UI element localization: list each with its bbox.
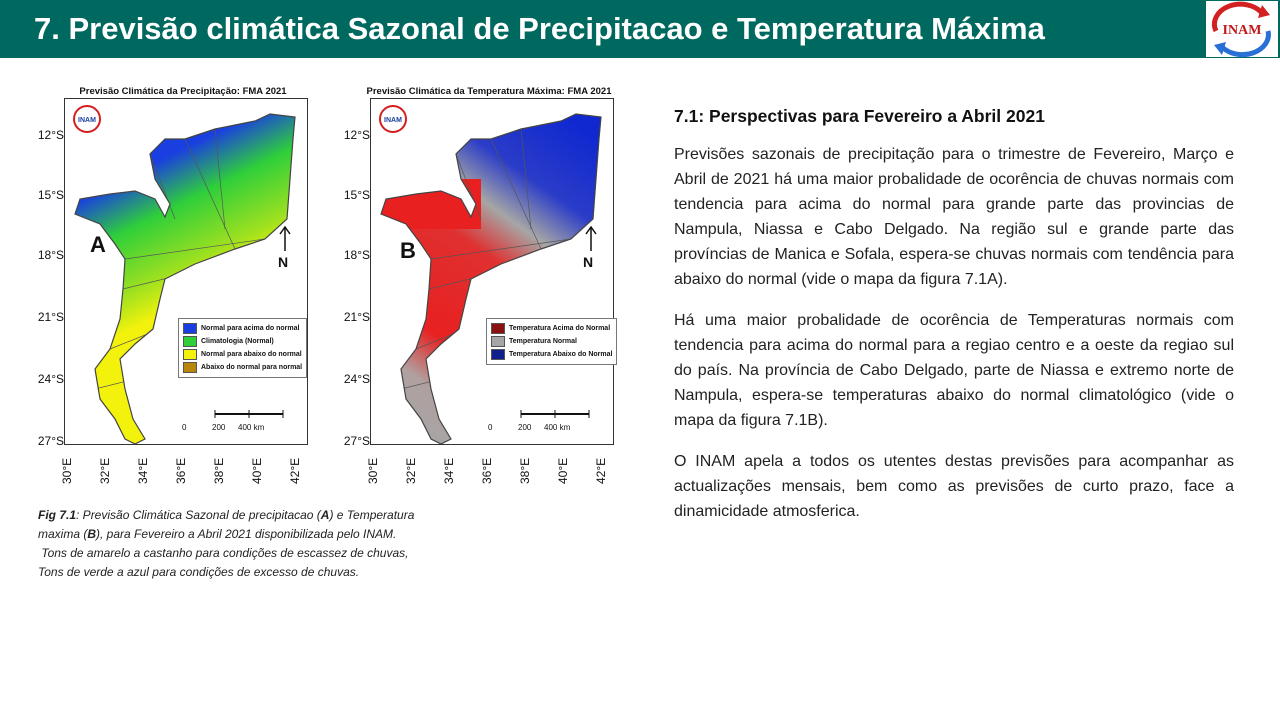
legend-label: Temperatura Acima do Normal [509,325,611,332]
legend-swatch [183,349,197,360]
legend-entry: Abaixo do normal para normal [183,361,302,374]
lat-label: 24°S [37,372,64,386]
caption-text: ) e Temperatura [329,508,415,522]
lat-label: 15°S [343,188,370,202]
lon-label: 42°E [288,457,302,484]
scale-label: 0 [182,423,187,432]
map-b-letter: B [400,238,416,263]
lat-label: 21°S [37,310,64,324]
map-b-svg: INAM [379,105,602,444]
legend-entry: Normal para abaixo do normal [183,348,302,361]
map-a-title: Previsão Climática da Precipitação: FMA … [79,86,287,97]
lat-label: 12°S [343,128,370,142]
caption-text: Tons de amarelo a castanho para condiçõe… [41,546,409,560]
page-title: 7. Previsão climática Sazonal de Precipi… [34,11,1045,46]
lon-label: 32°E [98,457,112,484]
lon-label: 38°E [212,457,226,484]
lon-label: 30°E [366,457,380,484]
legend-label: Temperatura Normal [509,338,577,345]
map-a-frame: INAM [64,98,308,445]
inam-logo-icon: INAM [1211,1,1271,58]
lon-label: 38°E [518,457,532,484]
map-a-legend: Normal para acima do normal Climatologia… [178,318,308,378]
caption-label: Fig 7.1 [38,508,77,522]
caption-text: : Previsão Climática Sazonal de precipit… [76,508,321,522]
legend-label: Normal para abaixo do normal [201,351,302,358]
scale-label: 0 [488,423,493,432]
lat-label: 24°S [343,372,370,386]
lon-label: 32°E [404,457,418,484]
legend-swatch [491,336,505,347]
caption-bold: B [87,527,97,541]
section-text: 7.1: Perspectivas para Fevereiro a Abril… [674,102,1234,540]
lat-label: 21°S [343,310,370,324]
paragraph-temperature: Há uma maior probalidade de ocorência de… [674,312,1234,429]
map-b-panel: Previsão Climática da Temperatura Máxima… [334,84,644,484]
legend-label: Normal para acima do normal [201,325,300,332]
legend-label: Climatologia (Normal) [201,338,274,345]
logo-text: INAM [1223,23,1262,38]
map-a-logo-text: INAM [78,117,96,124]
legend-swatch [491,323,505,334]
lon-label: 36°E [174,457,188,484]
map-b-logo-text: INAM [384,117,402,124]
legend-entry: Temperatura Abaixo do Normal [491,348,612,361]
figure-caption: Fig 7.1: Previsão Climática Sazonal de p… [38,506,498,582]
caption-line: maxima (B), para Fevereiro a Abril 2021 … [38,525,498,544]
lon-label: 30°E [60,457,74,484]
legend-label: Temperatura Abaixo do Normal [509,351,613,358]
caption-line: Tons de amarelo a castanho para condiçõe… [38,544,498,563]
legend-swatch [183,362,197,373]
map-a-letter: A [90,232,106,257]
caption-text: maxima ( [38,527,88,541]
lon-label: 42°E [594,457,608,484]
paragraph-appeal: O INAM apela a todos os utentes destas p… [674,453,1234,520]
lon-label: 40°E [556,457,570,484]
caption-bold: A [320,508,330,522]
lat-label: 27°S [37,434,64,448]
inam-logo: INAM [1206,1,1278,58]
caption-line: Fig 7.1: Previsão Climática Sazonal de p… [38,506,498,525]
paragraph-precipitation: Previsões sazonais de precipitação para … [674,146,1234,288]
legend-swatch [491,349,505,360]
legend-entry: Normal para acima do normal [183,322,302,335]
lat-label: 12°S [37,128,64,142]
lon-label: 34°E [136,457,150,484]
lat-label: 18°S [343,248,370,262]
scale-label: 400 km [238,423,265,432]
map-a-panel: Previsão Climática da Precipitação: FMA … [28,84,338,484]
legend-entry: Climatologia (Normal) [183,335,302,348]
legend-label: Abaixo do normal para normal [201,364,303,371]
section-heading: 7.1: Perspectivas para Fevereiro a Abril… [674,106,1045,126]
legend-swatch [183,323,197,334]
lon-label: 36°E [480,457,494,484]
legend-entry: Temperatura Normal [491,335,612,348]
lon-label: 34°E [442,457,456,484]
legend-entry: Temperatura Acima do Normal [491,322,612,335]
legend-swatch [183,336,197,347]
map-b-legend: Temperatura Acima do Normal Temperatura … [486,318,618,365]
caption-text: ), para Fevereiro a Abril 2021 disponibi… [96,527,397,541]
lat-label: 27°S [343,434,370,448]
map-a-inam-logo: INAM [73,105,101,133]
map-b-frame: INAM [370,98,614,445]
lat-label: 18°S [37,248,64,262]
scale-label: 200 [518,423,532,432]
map-a-svg: INAM [73,105,296,444]
map-b-inam-logo: INAM [379,105,407,133]
scale-label: 200 [212,423,226,432]
scale-label: 400 km [544,423,571,432]
lat-label: 15°S [37,188,64,202]
map-b-title: Previsão Climática da Temperatura Máxima… [366,86,612,97]
map-a-north-label: N [278,254,289,270]
caption-line: Tons de verde a azul para condições de e… [38,563,498,582]
caption-text: Tons de verde a azul para condições de e… [38,565,360,579]
header-bar: 7. Previsão climática Sazonal de Precipi… [0,0,1280,58]
lon-label: 40°E [250,457,264,484]
map-b-north-label: N [583,254,594,270]
